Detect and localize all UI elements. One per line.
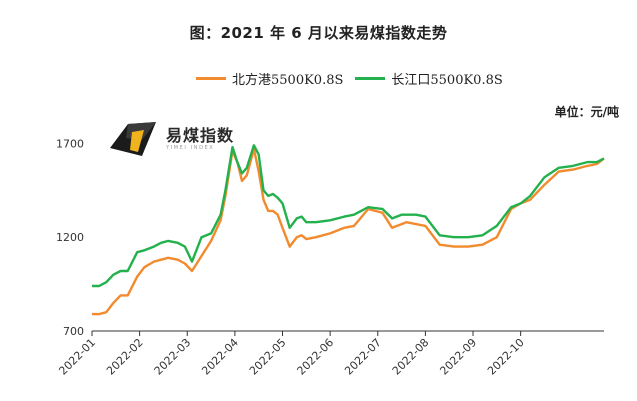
series-line-yangtze <box>92 144 605 288</box>
legend-label-yangtze: 长江口5500K0.8S <box>391 72 503 88</box>
legend-item-yangtze[interactable]: 长江口5500K0.8S <box>355 69 503 88</box>
x-tick-label: 2022-03 <box>152 336 194 378</box>
x-tick-label: 2022-01 <box>56 336 98 378</box>
logo-mark-icon <box>110 122 156 156</box>
y-tick-label: 1200 <box>56 231 84 244</box>
legend-swatch-yangtze <box>355 76 386 80</box>
legend-item-north[interactable]: 北方港5500K0.8S <box>196 69 343 88</box>
y-tick-label: 700 <box>63 325 84 338</box>
legend: 北方港5500K0.8S 长江口5500K0.8S <box>196 68 515 88</box>
logo-subtitle: YIMEI INDEX <box>166 145 215 151</box>
x-tick-label: 2022-06 <box>295 336 337 378</box>
series-lines <box>92 144 605 316</box>
x-tick-label: 2022-05 <box>247 336 289 378</box>
x-tick-label: 2022-10 <box>485 336 527 378</box>
x-tick-label: 2022-02 <box>104 336 146 378</box>
chart-title: 图：2021 年 6 月以来易煤指数走势 <box>189 24 448 42</box>
logo: 易煤指数 YIMEI INDEX <box>108 118 234 160</box>
unit-label: 单位：元/吨 <box>554 105 619 119</box>
logo-name: 易煤指数 <box>166 126 235 145</box>
x-tick-label: 2022-08 <box>390 336 432 378</box>
legend-swatch-north <box>196 76 226 80</box>
y-axis-ticks: 700 1200 1700 <box>56 137 84 338</box>
x-tick-label: 2022-07 <box>342 336 384 378</box>
x-tick-label: 2022-04 <box>199 336 241 378</box>
x-tick-label: 2022-09 <box>437 336 479 378</box>
y-tick-label: 1700 <box>56 137 84 150</box>
legend-label-north: 北方港5500K0.8S <box>232 72 344 88</box>
series-line-north <box>92 147 605 316</box>
x-axis-ticks: 2022-01 2022-02 2022-03 2022-04 2022-05 2022-… <box>56 331 527 378</box>
